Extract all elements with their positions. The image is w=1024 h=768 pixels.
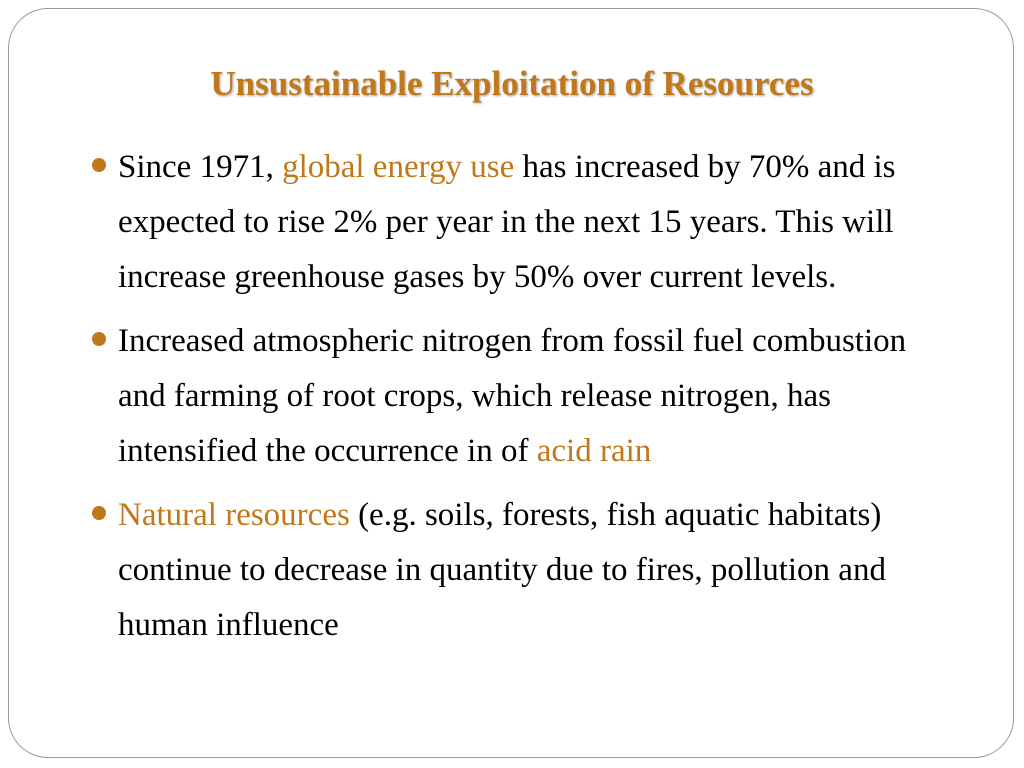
bullet-text-suffix: has increased by 70% and is expected to … [118,149,896,295]
slide-title: Unsustainable Exploitation of Resources [210,64,814,103]
slide-frame [8,8,1014,758]
bullet-text-prefix: Increased atmospheric nitrogen from foss… [118,323,907,469]
highlight-natural-resources: Natural resources [118,497,350,533]
bullet-text-prefix: Since 1971, [118,149,283,185]
highlight-acid-rain: acid rain [536,433,652,469]
bullet-dot-icon [92,506,106,520]
bullet-item-nitrogen: Increased atmospheric nitrogen from foss… [92,314,948,479]
bullet-text-suffix: (e.g. soils, forests, fish aquatic habit… [118,497,886,643]
bullet-dot-icon [92,332,106,346]
bullet-list: Since 1971, global energy use has increa… [92,140,948,662]
bullet-item-energy-use: Since 1971, global energy use has increa… [92,140,948,305]
bullet-dot-icon [92,158,106,172]
highlight-global-energy-use: global energy use [282,149,515,185]
bullet-item-natural-resources: Natural resources (e.g. soils, forests, … [92,488,948,653]
